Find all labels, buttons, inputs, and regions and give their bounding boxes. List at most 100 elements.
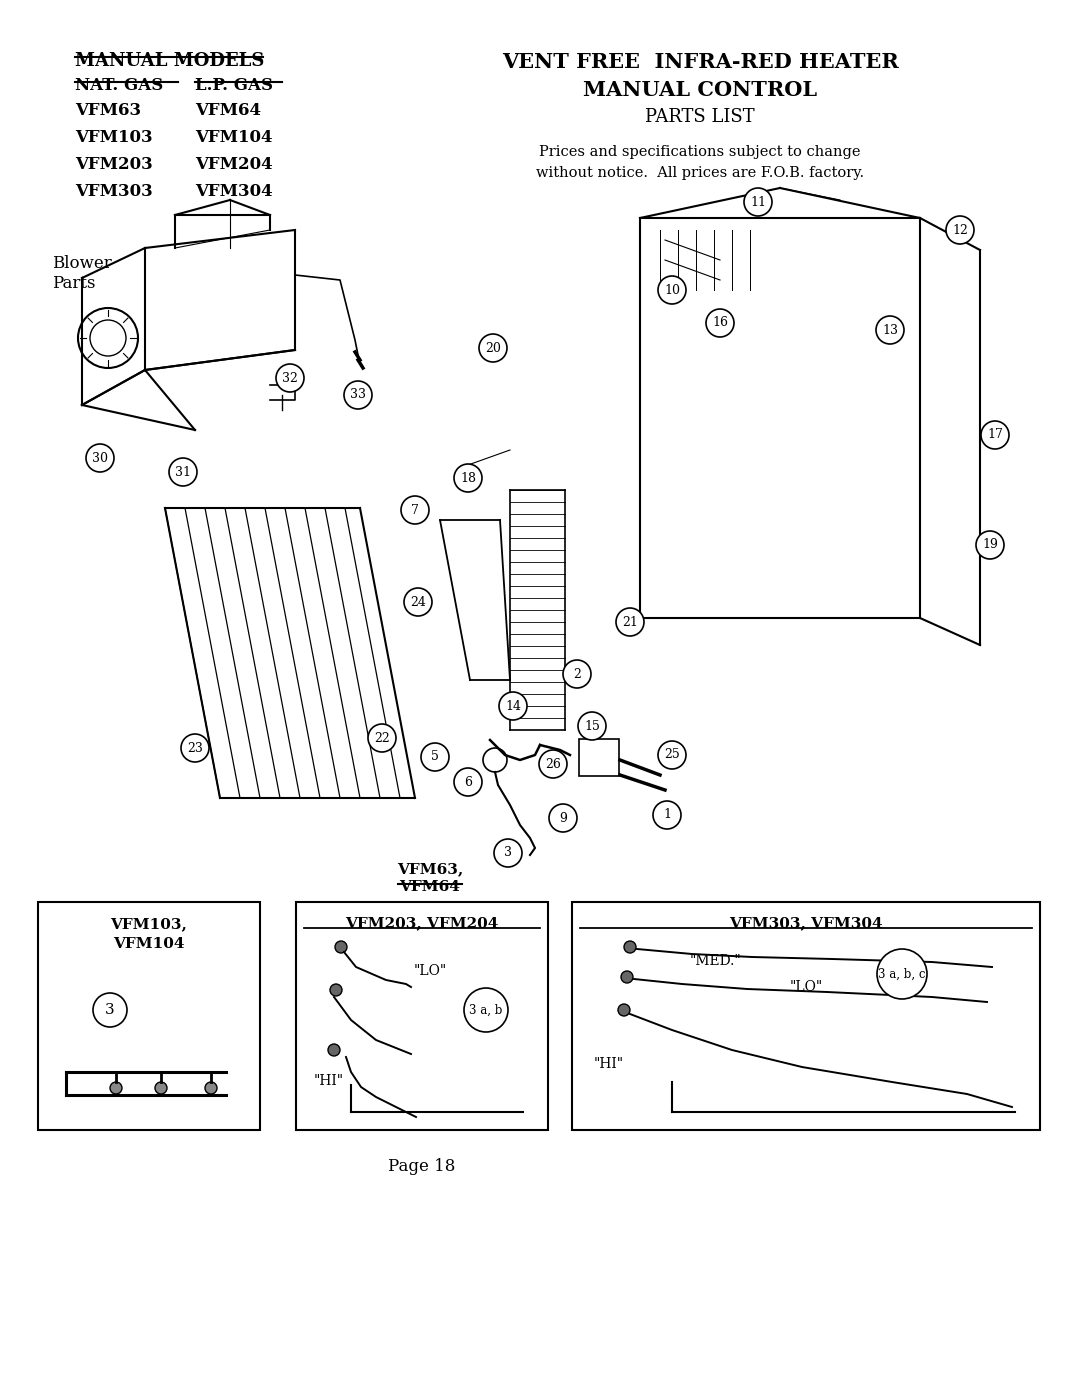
Text: 3: 3 <box>504 847 512 859</box>
Circle shape <box>335 942 347 953</box>
Circle shape <box>658 740 686 768</box>
Text: 22: 22 <box>374 732 390 745</box>
Text: Prices and specifications subject to change
without notice.  All prices are F.O.: Prices and specifications subject to cha… <box>536 145 864 180</box>
Circle shape <box>621 971 633 983</box>
Circle shape <box>110 1083 122 1094</box>
Text: VFM63,: VFM63, <box>396 862 463 876</box>
Text: VFM303: VFM303 <box>75 183 152 200</box>
Text: VFM303, VFM304: VFM303, VFM304 <box>729 916 882 930</box>
Circle shape <box>658 277 686 305</box>
Text: VFM104: VFM104 <box>113 937 185 951</box>
Circle shape <box>744 189 772 217</box>
Text: MANUAL CONTROL: MANUAL CONTROL <box>583 80 818 101</box>
Circle shape <box>205 1083 217 1094</box>
Text: 3: 3 <box>105 1003 114 1017</box>
Text: VENT FREE  INFRA-RED HEATER: VENT FREE INFRA-RED HEATER <box>501 52 899 73</box>
Text: L.P. GAS: L.P. GAS <box>195 77 273 94</box>
Text: VFM304: VFM304 <box>195 183 272 200</box>
Text: PARTS LIST: PARTS LIST <box>645 108 755 126</box>
Bar <box>572 902 1040 1130</box>
Circle shape <box>480 334 507 362</box>
Text: 17: 17 <box>987 429 1003 441</box>
Circle shape <box>328 1044 340 1056</box>
Circle shape <box>181 733 210 761</box>
Text: 2: 2 <box>573 668 581 680</box>
Text: 23: 23 <box>187 742 203 754</box>
Text: VFM63: VFM63 <box>75 102 141 119</box>
Text: 18: 18 <box>460 472 476 485</box>
Circle shape <box>93 993 127 1027</box>
Text: 19: 19 <box>982 538 998 552</box>
Text: Blower
Parts: Blower Parts <box>52 256 111 292</box>
Circle shape <box>345 381 372 409</box>
Text: 21: 21 <box>622 616 638 629</box>
Circle shape <box>454 464 482 492</box>
Circle shape <box>976 531 1004 559</box>
Text: 13: 13 <box>882 324 897 337</box>
Bar <box>296 902 548 1130</box>
Text: 1: 1 <box>663 809 671 821</box>
Text: "LO": "LO" <box>414 964 447 978</box>
Text: MANUAL MODELS: MANUAL MODELS <box>75 52 265 70</box>
Circle shape <box>368 724 396 752</box>
Circle shape <box>578 712 606 740</box>
Circle shape <box>401 496 429 524</box>
Text: 25: 25 <box>664 749 680 761</box>
Text: 3 a, b, c: 3 a, b, c <box>878 968 926 981</box>
Text: 30: 30 <box>92 451 108 464</box>
Text: 32: 32 <box>282 372 298 384</box>
Text: 16: 16 <box>712 317 728 330</box>
Text: VFM103: VFM103 <box>75 129 152 147</box>
Circle shape <box>946 217 974 244</box>
Text: VFM103,: VFM103, <box>110 916 188 930</box>
Circle shape <box>981 420 1009 448</box>
Text: 6: 6 <box>464 775 472 788</box>
Circle shape <box>499 692 527 719</box>
Text: Page 18: Page 18 <box>389 1158 456 1175</box>
Text: "HI": "HI" <box>594 1058 624 1071</box>
Text: VFM64: VFM64 <box>400 880 460 894</box>
Text: 24: 24 <box>410 595 426 609</box>
Circle shape <box>876 316 904 344</box>
Circle shape <box>156 1083 167 1094</box>
Text: VFM104: VFM104 <box>195 129 272 147</box>
Text: 20: 20 <box>485 341 501 355</box>
Circle shape <box>464 988 508 1032</box>
Circle shape <box>454 768 482 796</box>
Text: NAT. GAS: NAT. GAS <box>75 77 163 94</box>
Circle shape <box>421 743 449 771</box>
Text: "MED.": "MED." <box>690 954 742 968</box>
Circle shape <box>624 942 636 953</box>
Text: 15: 15 <box>584 719 599 732</box>
Circle shape <box>539 750 567 778</box>
Circle shape <box>877 949 927 999</box>
Text: 14: 14 <box>505 700 521 712</box>
Circle shape <box>168 458 197 486</box>
Text: VFM64: VFM64 <box>195 102 261 119</box>
Circle shape <box>404 588 432 616</box>
Text: "HI": "HI" <box>314 1074 345 1088</box>
Circle shape <box>549 805 577 833</box>
Text: 9: 9 <box>559 812 567 824</box>
Text: VFM203, VFM204: VFM203, VFM204 <box>346 916 499 930</box>
Circle shape <box>330 983 342 996</box>
Circle shape <box>653 800 681 828</box>
Text: "LO": "LO" <box>789 981 823 995</box>
Text: 33: 33 <box>350 388 366 401</box>
Circle shape <box>618 1004 630 1016</box>
Circle shape <box>494 840 522 868</box>
Text: 31: 31 <box>175 465 191 479</box>
Circle shape <box>86 444 114 472</box>
Text: 3 a, b: 3 a, b <box>470 1003 502 1017</box>
Text: VFM204: VFM204 <box>195 156 272 173</box>
Text: 5: 5 <box>431 750 438 764</box>
Circle shape <box>706 309 734 337</box>
Bar <box>38 902 260 1130</box>
Text: VFM203: VFM203 <box>75 156 152 173</box>
Text: 10: 10 <box>664 284 680 296</box>
Text: 11: 11 <box>750 196 766 208</box>
Circle shape <box>563 659 591 687</box>
Text: 7: 7 <box>411 503 419 517</box>
Text: 26: 26 <box>545 757 561 771</box>
Text: 12: 12 <box>953 224 968 236</box>
